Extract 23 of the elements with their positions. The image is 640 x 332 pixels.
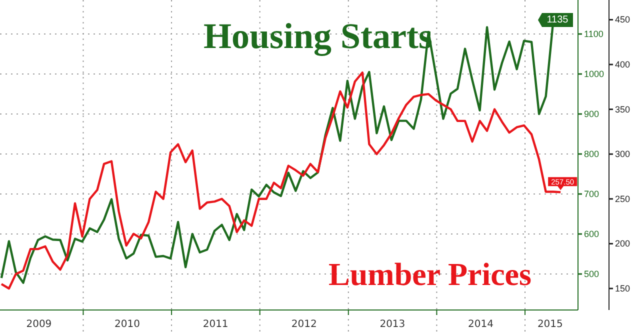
y2-tick-label: 400	[615, 60, 630, 70]
series-label: Housing Starts	[203, 16, 433, 56]
y-tick-label: 900	[584, 109, 600, 119]
x-tick-label: 2010	[114, 319, 140, 330]
x-tick-label: 2009	[26, 319, 52, 330]
y-tick-label: 1100	[584, 29, 604, 39]
x-tick-label: 2011	[202, 319, 228, 330]
y2-tick-label: 450	[615, 14, 630, 25]
y-tick-label: 800	[584, 149, 600, 159]
x-tick-label: 2015	[537, 319, 563, 330]
x-tick-label: 2012	[291, 319, 317, 330]
y2-tick-label: 200	[615, 238, 630, 249]
y-tick-label: 600	[584, 229, 600, 239]
y2-tick-label: 300	[615, 149, 630, 160]
y-tick-label: 700	[584, 189, 600, 199]
text: Lumber Prices	[328, 256, 532, 292]
y2-tick-label: 150	[615, 283, 630, 294]
y2-tick-label: 250	[615, 194, 630, 204]
x-tick-label: 2014	[468, 319, 494, 330]
y-tick-label: 1000	[584, 69, 604, 79]
y2-tick-label: 350	[615, 104, 630, 114]
y-tick-label: 500	[584, 269, 600, 279]
x-tick-label: 2013	[380, 319, 406, 330]
